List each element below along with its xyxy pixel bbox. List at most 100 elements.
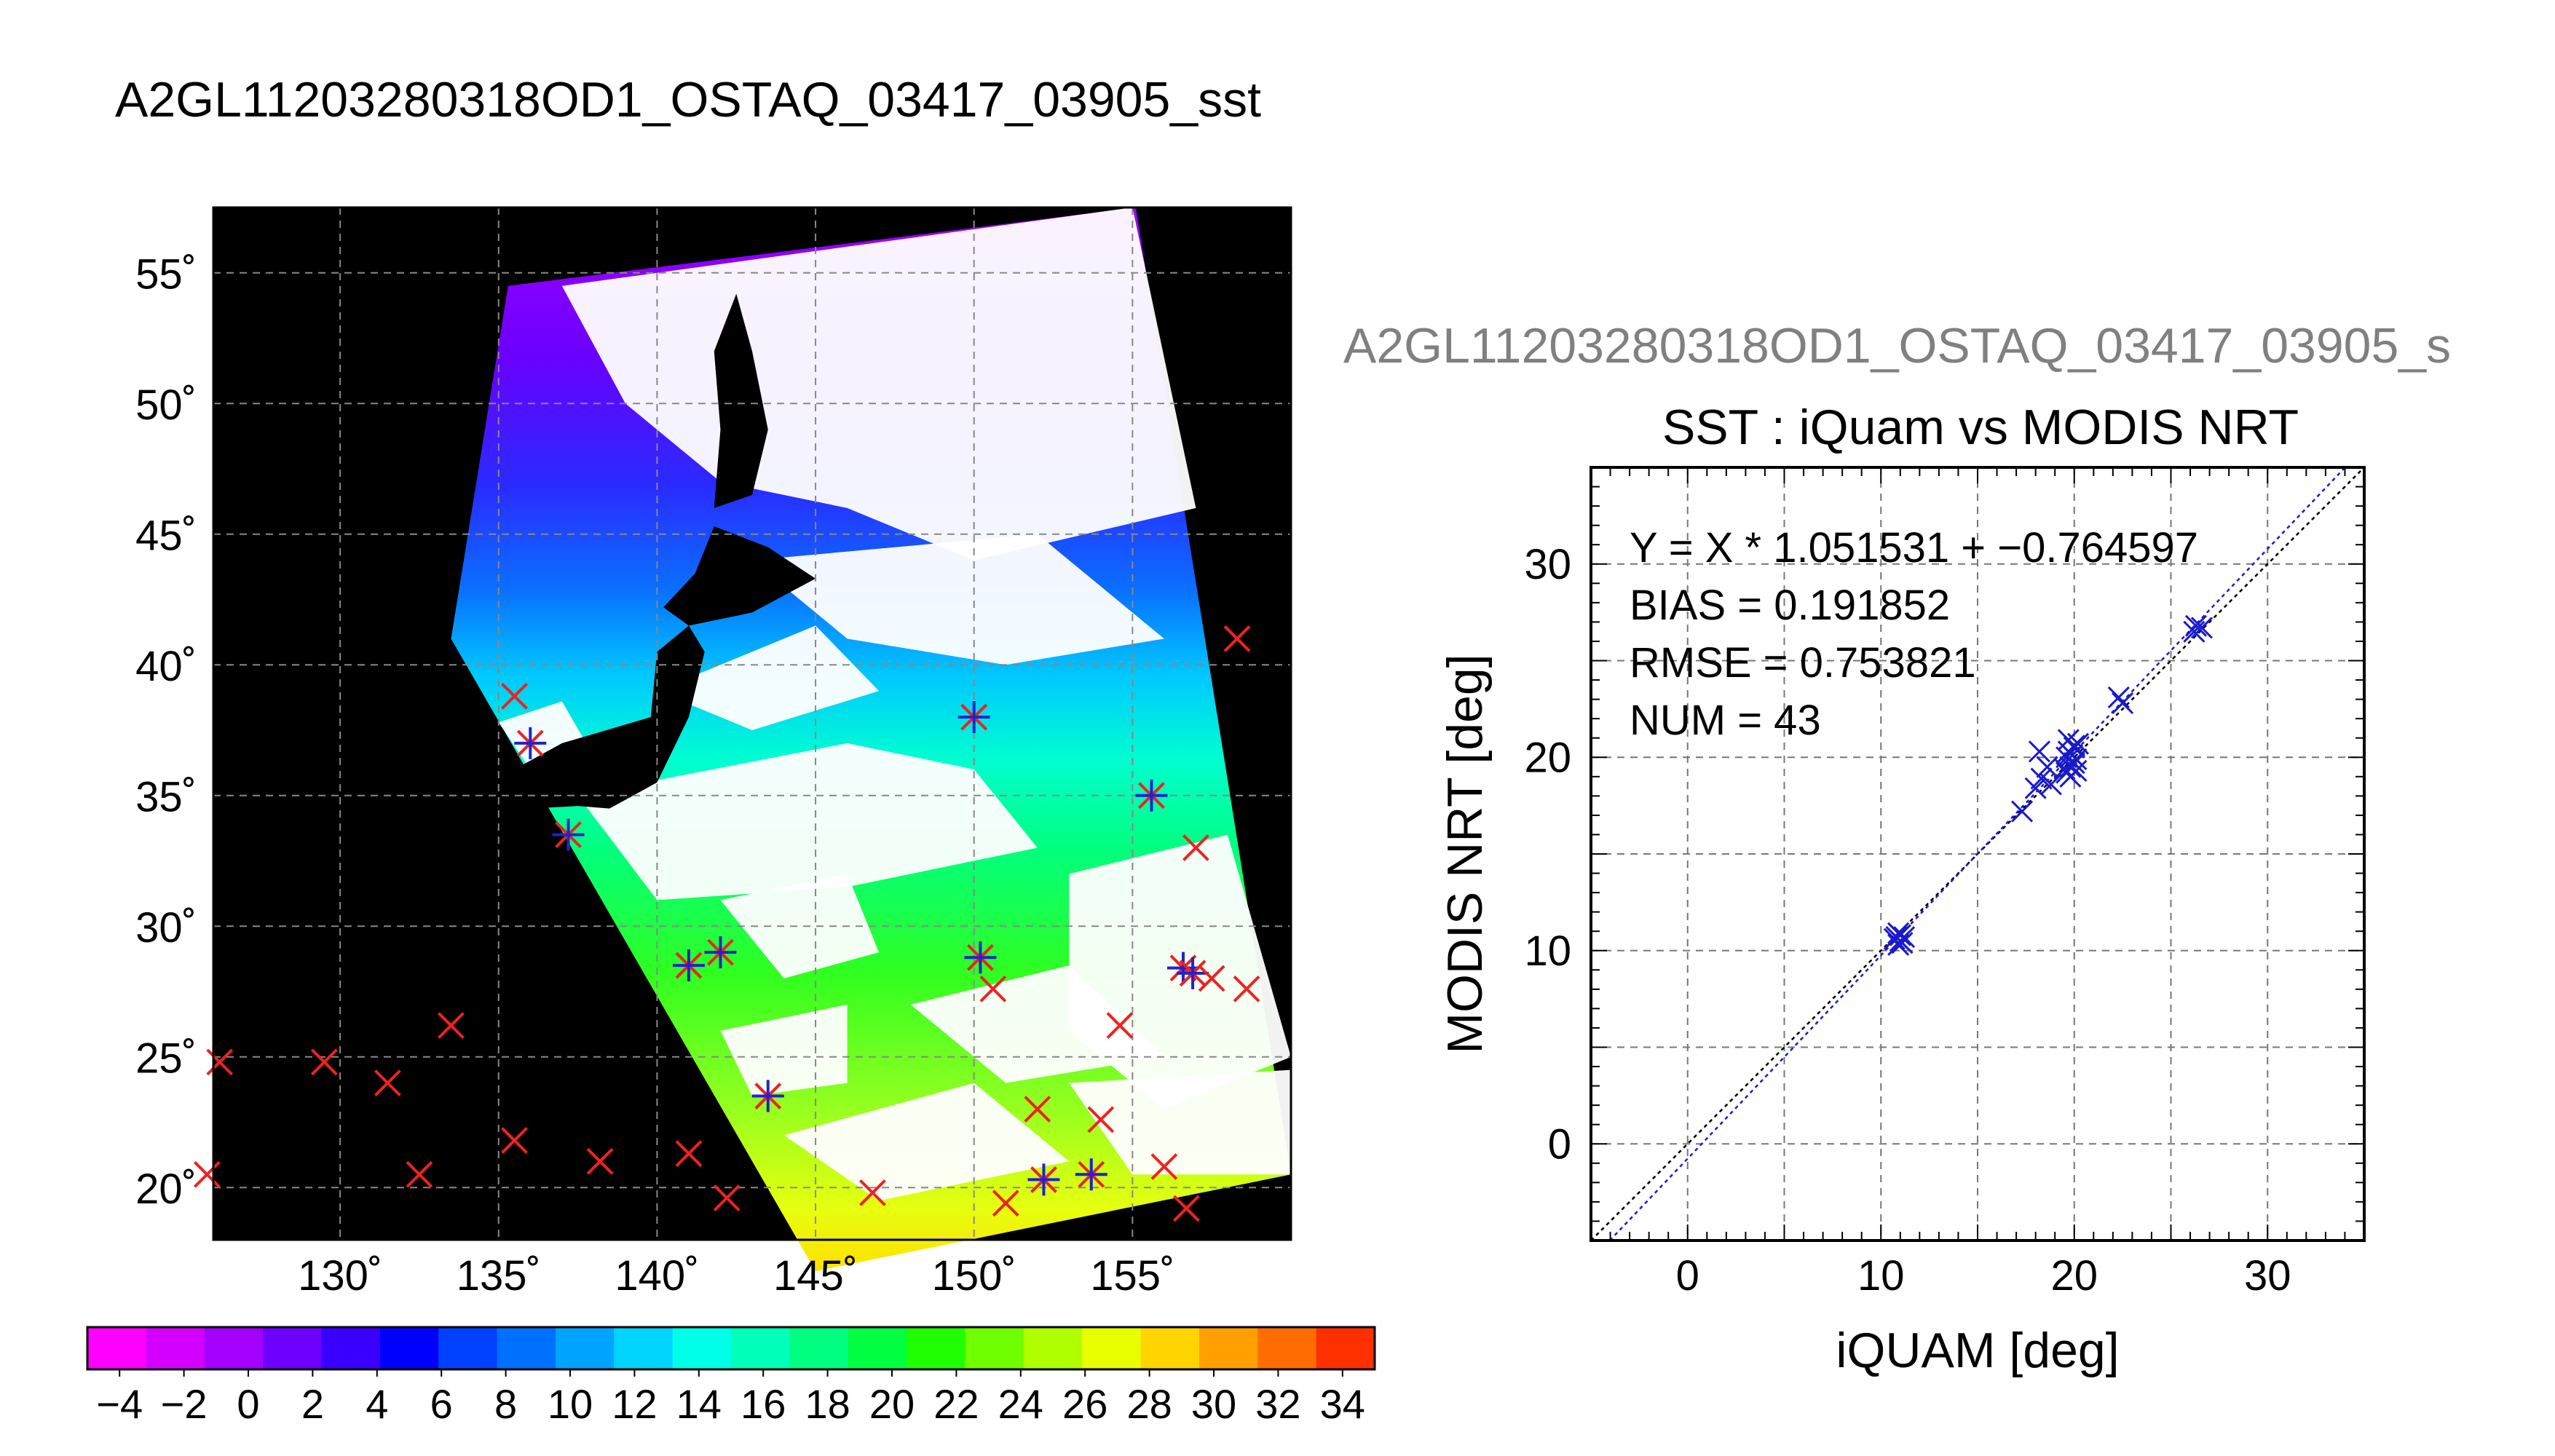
unmatched-buoy-marker [1233, 975, 1260, 1002]
matched-buoy-marker [1167, 951, 1199, 984]
scatter-point [2039, 773, 2062, 796]
map-lon-label: 135˚ [457, 1252, 541, 1299]
map-frame [212, 206, 1292, 1241]
map-markers [193, 625, 1260, 1222]
scatter-plot-panel: 0 10 20 30 0 10 20 30 Y = X * 1.051531 + −0.76… [1437, 466, 2366, 1378]
cloud-mask [720, 874, 880, 979]
colorbar-cell [731, 1327, 790, 1369]
marker-stroke [1233, 975, 1260, 1002]
map-lat-label: 25˚ [135, 1035, 197, 1083]
colorbar-cell [1316, 1327, 1375, 1369]
marker-stroke [1150, 1153, 1178, 1180]
map-lat-label: 20˚ [135, 1166, 197, 1213]
point-stroke [2039, 773, 2062, 796]
scatter-annotation: BIAS = 0.191852 [1630, 582, 1950, 629]
marker-stroke [1172, 1195, 1200, 1222]
unmatched-buoy-marker [1087, 1106, 1115, 1133]
marker-stroke [979, 975, 1007, 1002]
unmatched-buoy-marker [586, 1147, 614, 1175]
matched-buoy-marker [672, 949, 705, 982]
unmatched-buoy-marker [310, 1048, 338, 1076]
colorbar-cell [87, 1327, 146, 1369]
figure-title: A2GL11203280318OD1_OSTAQ_03417_03905_sst [115, 72, 1261, 127]
point-stroke [1883, 927, 1906, 950]
colorbar-tick-label: 0 [237, 1381, 259, 1427]
map-longitude-labels: 130˚ 135˚ 140˚ 145˚ 150˚ 155˚ [298, 1252, 1174, 1299]
scatter-point [2011, 800, 2034, 823]
colorbar-tick-label: 14 [676, 1381, 722, 1427]
colorbar-cell [379, 1327, 439, 1369]
map-lon-label: 140˚ [615, 1252, 699, 1299]
colorbar-cell [1140, 1327, 1200, 1369]
map-lat-label: 50˚ [135, 381, 197, 429]
matched-buoy-marker [1135, 779, 1168, 812]
unmatched-buoy-marker [675, 1140, 703, 1167]
point-stroke [1889, 924, 1911, 946]
marker-stroke [713, 1184, 741, 1211]
unmatched-buoy-marker [1182, 834, 1209, 861]
point-stroke [2036, 756, 2058, 778]
colorbar-cell [1198, 1327, 1258, 1369]
matched-buoy-marker [1027, 1163, 1060, 1196]
colorbar-cell [321, 1327, 381, 1369]
point-stroke [2184, 614, 2208, 637]
map-gridlines [213, 207, 1291, 1240]
scatter-chart-title: SST : iQuam vs MODIS NRT [1662, 400, 2299, 455]
unmatched-buoy-marker [1223, 625, 1251, 652]
colorbar-tick-label: 6 [430, 1381, 453, 1427]
point-stroke [2030, 767, 2053, 790]
colorbar-cell [848, 1327, 907, 1369]
point-stroke [2063, 735, 2085, 757]
scatter-y-tick-label: 0 [1548, 1120, 1571, 1168]
marker-stroke [310, 1048, 338, 1076]
map-swath [451, 207, 1291, 1272]
colorbar-cell [614, 1327, 674, 1369]
marker-stroke [1223, 625, 1251, 652]
scatter-point [2183, 620, 2205, 643]
scatter-y-tick-label: 30 [1524, 541, 1571, 588]
unmatched-buoy-marker [858, 1179, 886, 1206]
unmatched-buoy-marker [501, 682, 528, 710]
scatter-point [2030, 767, 2053, 790]
marker-stroke [501, 1127, 528, 1154]
scatter-y-axis-label: MODIS NRT [deg] [1437, 654, 1493, 1053]
scatter-point [2028, 740, 2051, 763]
point-stroke [2024, 777, 2047, 799]
scatter-annotation: NUM = 43 [1630, 697, 1821, 744]
scatter-point [2107, 686, 2130, 709]
map-lon-label: 145˚ [773, 1252, 858, 1299]
point-stroke [2066, 732, 2090, 755]
map-lon-label: 130˚ [298, 1252, 382, 1299]
map-lat-label: 40˚ [135, 643, 197, 690]
scatter-frame [1590, 466, 2366, 1242]
scatter-y-tick-labels: 0 10 20 30 [1524, 541, 1571, 1168]
colorbar-tick-label: 2 [301, 1381, 324, 1427]
unmatched-buoy-marker [1198, 965, 1225, 992]
colorbar-tick-labels: −4 −2 0 2 4 6 8 10 12 14 16 18 20 22 24 26 28 30 32 34 [96, 1369, 1365, 1427]
colorbar-cells [87, 1327, 1375, 1369]
unmatched-buoy-marker [501, 1127, 528, 1154]
colorbar-cell [672, 1327, 732, 1369]
colorbar-cell [497, 1327, 556, 1369]
scatter-point [1893, 926, 1916, 949]
point-stroke [2065, 759, 2088, 782]
colorbar-cell [1082, 1327, 1142, 1369]
scatter-points [1883, 614, 2214, 956]
marker-stroke [1106, 1012, 1134, 1040]
colorbar-tick-label: 4 [366, 1381, 388, 1427]
point-stroke [2011, 800, 2034, 823]
point-stroke [2190, 617, 2214, 639]
unmatched-buoy-marker [1106, 1012, 1134, 1040]
unmatched-buoy-marker [979, 975, 1007, 1002]
point-stroke [2056, 746, 2078, 769]
marker-stroke [586, 1147, 614, 1175]
scatter-file-title: A2GL11203280318OD1_OSTAQ_03417_03905_s [1343, 318, 2451, 373]
marker-stroke [206, 1048, 234, 1076]
matched-buoy-marker [552, 818, 585, 851]
scatter-point [2024, 777, 2047, 799]
marker-stroke [1182, 834, 1209, 861]
colorbar-cell [1023, 1327, 1083, 1369]
unmatched-buoy-marker [206, 1048, 234, 1076]
matched-buoy-marker [964, 941, 997, 974]
scatter-y-tick-label: 10 [1524, 927, 1571, 975]
